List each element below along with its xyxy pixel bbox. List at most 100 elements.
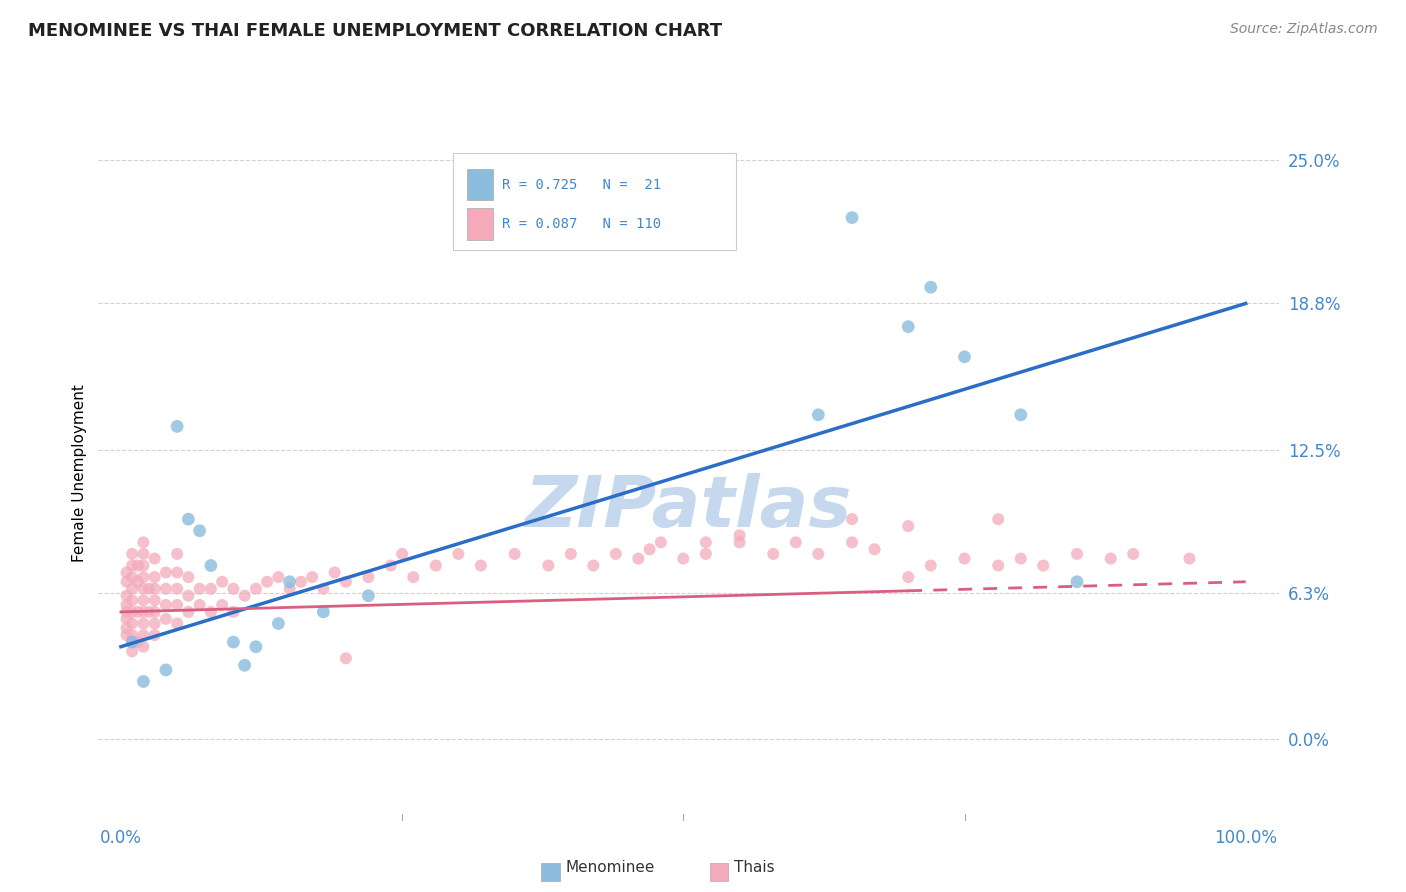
- Point: [222, 635, 245, 649]
- Point: [470, 558, 492, 573]
- Y-axis label: Female Unemployment: Female Unemployment: [72, 384, 87, 562]
- Point: [245, 582, 267, 596]
- Point: [115, 566, 138, 580]
- Point: [177, 605, 200, 619]
- Point: [127, 635, 149, 649]
- Point: [132, 628, 155, 642]
- Point: [278, 574, 301, 589]
- Point: [132, 570, 155, 584]
- Point: [785, 535, 807, 549]
- Point: [166, 547, 188, 561]
- Point: [335, 651, 357, 665]
- Point: [1032, 558, 1054, 573]
- Point: [650, 535, 672, 549]
- Point: [115, 628, 138, 642]
- Point: [1010, 551, 1032, 566]
- Point: [503, 547, 526, 561]
- Point: [143, 570, 166, 584]
- Point: [132, 605, 155, 619]
- Point: [138, 605, 160, 619]
- Point: [143, 582, 166, 596]
- Point: [188, 598, 211, 612]
- Point: [953, 551, 976, 566]
- Text: MENOMINEE VS THAI FEMALE UNEMPLOYMENT CORRELATION CHART: MENOMINEE VS THAI FEMALE UNEMPLOYMENT CO…: [28, 22, 723, 40]
- Point: [728, 528, 751, 542]
- Point: [121, 635, 143, 649]
- Text: ZIPatlas: ZIPatlas: [526, 473, 852, 542]
- Point: [121, 644, 143, 658]
- Point: [132, 535, 155, 549]
- Point: [166, 616, 188, 631]
- Point: [200, 582, 222, 596]
- Point: [695, 535, 717, 549]
- Point: [121, 570, 143, 584]
- Point: [638, 542, 661, 557]
- Point: [177, 512, 200, 526]
- Point: [115, 605, 138, 619]
- Point: [841, 512, 863, 526]
- Point: [267, 616, 290, 631]
- Point: [115, 574, 138, 589]
- Point: [267, 570, 290, 584]
- Point: [728, 535, 751, 549]
- Point: [155, 663, 177, 677]
- Point: [138, 582, 160, 596]
- Text: Thais: Thais: [734, 860, 775, 874]
- Point: [323, 566, 346, 580]
- Point: [290, 574, 312, 589]
- Point: [132, 674, 155, 689]
- Point: [143, 605, 166, 619]
- Point: [121, 558, 143, 573]
- Point: [256, 574, 278, 589]
- Point: [920, 558, 942, 573]
- Point: [200, 558, 222, 573]
- Point: [312, 582, 335, 596]
- Point: [166, 582, 188, 596]
- Point: [166, 566, 188, 580]
- Text: Menominee: Menominee: [565, 860, 655, 874]
- Point: [115, 621, 138, 635]
- Point: [143, 616, 166, 631]
- Point: [143, 593, 166, 607]
- Point: [222, 582, 245, 596]
- Point: [245, 640, 267, 654]
- Point: [987, 558, 1010, 573]
- Point: [695, 547, 717, 561]
- Point: [121, 593, 143, 607]
- FancyBboxPatch shape: [453, 153, 737, 250]
- Point: [115, 612, 138, 626]
- Point: [920, 280, 942, 294]
- Point: [841, 211, 863, 225]
- Point: [627, 551, 650, 566]
- Point: [177, 570, 200, 584]
- Point: [155, 598, 177, 612]
- Point: [357, 570, 380, 584]
- Point: [897, 570, 920, 584]
- Point: [143, 628, 166, 642]
- Point: [132, 640, 155, 654]
- Point: [115, 589, 138, 603]
- Point: [211, 574, 233, 589]
- Point: [211, 598, 233, 612]
- Point: [953, 350, 976, 364]
- Point: [127, 558, 149, 573]
- Point: [132, 582, 155, 596]
- Point: [335, 574, 357, 589]
- Point: [188, 524, 211, 538]
- Point: [166, 419, 188, 434]
- Point: [121, 605, 143, 619]
- Point: [425, 558, 447, 573]
- Point: [200, 605, 222, 619]
- Point: [301, 570, 323, 584]
- Point: [987, 512, 1010, 526]
- Point: [762, 547, 785, 561]
- Point: [132, 558, 155, 573]
- Point: [177, 589, 200, 603]
- Point: [863, 542, 886, 557]
- Point: [127, 605, 149, 619]
- Text: R = 0.725   N =  21: R = 0.725 N = 21: [502, 178, 661, 192]
- Point: [278, 582, 301, 596]
- Point: [402, 570, 425, 584]
- Point: [807, 408, 830, 422]
- Point: [1178, 551, 1201, 566]
